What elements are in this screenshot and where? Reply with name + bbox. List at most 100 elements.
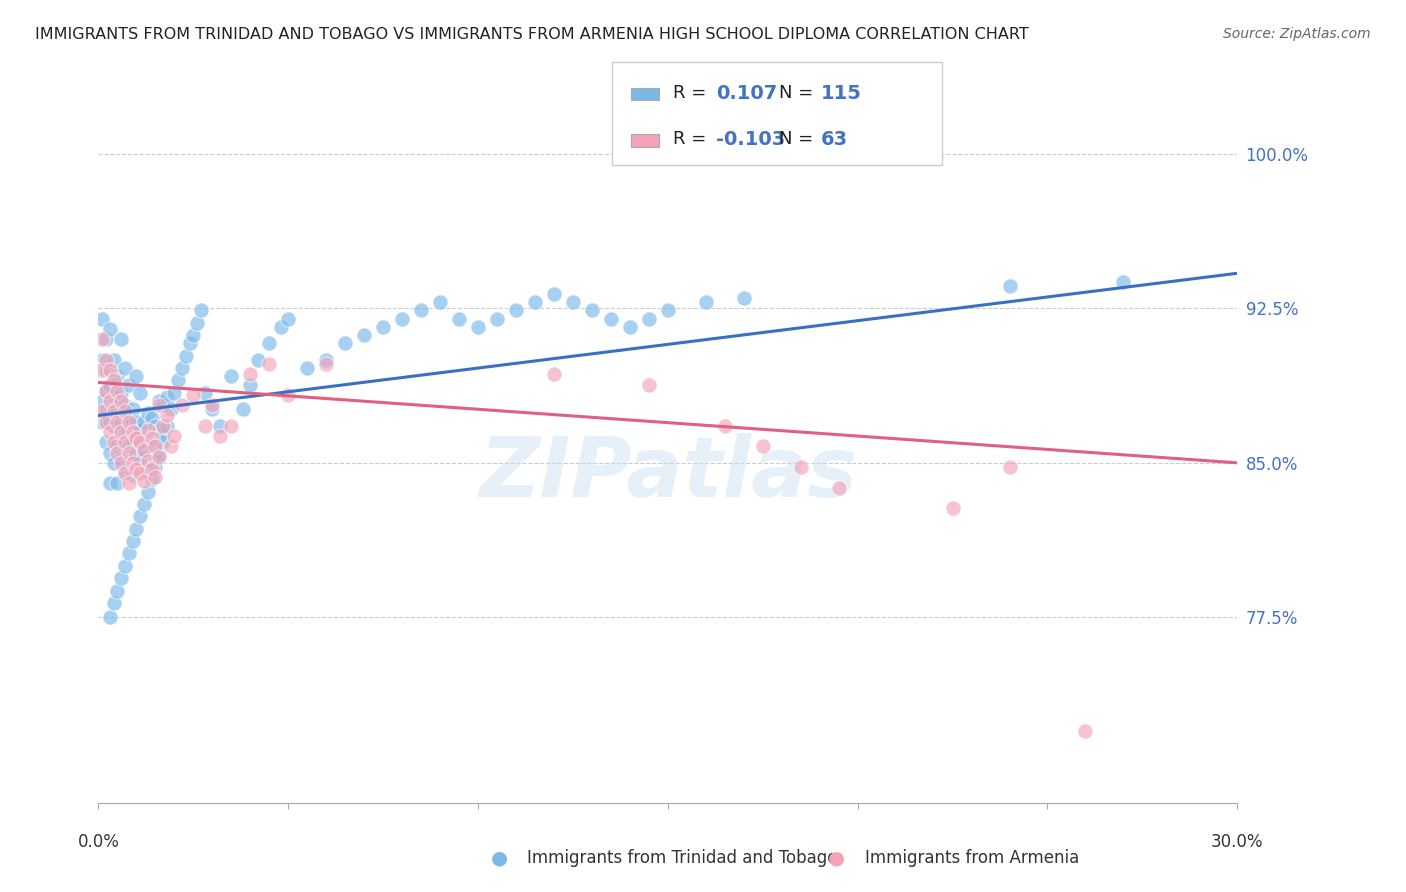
Text: N =: N = <box>779 84 813 103</box>
Point <box>998 278 1021 293</box>
Point <box>524 295 547 310</box>
Point <box>107 583 129 598</box>
Point <box>118 439 141 453</box>
Point <box>141 431 163 445</box>
Point <box>132 475 155 489</box>
Point <box>152 418 174 433</box>
Point <box>1074 723 1097 738</box>
Point <box>107 384 129 398</box>
Point <box>174 349 197 363</box>
Point <box>148 450 170 464</box>
Point <box>129 509 152 524</box>
Point <box>335 336 357 351</box>
Point <box>125 462 148 476</box>
Text: Immigrants from Trinidad and Tobago: Immigrants from Trinidad and Tobago <box>527 849 838 867</box>
Point <box>136 435 159 450</box>
Point <box>98 394 121 409</box>
Point <box>657 303 679 318</box>
Text: 115: 115 <box>821 84 862 103</box>
Point <box>114 558 136 573</box>
Text: Source: ZipAtlas.com: Source: ZipAtlas.com <box>1223 27 1371 41</box>
Point <box>136 484 159 499</box>
Point <box>208 429 231 443</box>
Point <box>132 415 155 429</box>
Point <box>201 402 224 417</box>
Point <box>790 459 813 474</box>
Point <box>505 303 527 318</box>
Point <box>91 311 114 326</box>
Text: Immigrants from Armenia: Immigrants from Armenia <box>865 849 1078 867</box>
Point <box>129 385 152 400</box>
Point <box>94 363 117 377</box>
Point <box>103 352 125 367</box>
Point <box>190 303 212 318</box>
Point <box>136 464 159 478</box>
Point <box>98 415 121 429</box>
Point <box>159 439 181 453</box>
Text: 0.0%: 0.0% <box>77 833 120 851</box>
Point <box>942 501 965 516</box>
Point <box>638 311 661 326</box>
Point <box>141 462 163 476</box>
Point <box>145 448 167 462</box>
Point <box>110 571 132 585</box>
Point <box>91 404 114 418</box>
Point <box>94 415 117 429</box>
Point <box>118 445 141 459</box>
Point <box>353 328 375 343</box>
Point <box>201 398 224 412</box>
Point <box>183 328 205 343</box>
Point <box>449 311 471 326</box>
Point <box>695 295 717 310</box>
Point <box>752 439 775 453</box>
Point <box>91 332 114 346</box>
Point <box>114 464 136 478</box>
Point <box>194 385 217 400</box>
Point <box>259 357 281 371</box>
Point <box>239 377 262 392</box>
Point <box>107 415 129 429</box>
Point <box>114 435 136 450</box>
Point <box>98 363 121 377</box>
Point <box>391 311 413 326</box>
Point <box>129 435 152 450</box>
Point <box>170 398 193 412</box>
Point <box>98 476 121 491</box>
Point <box>121 468 143 483</box>
Point <box>132 497 155 511</box>
Point <box>486 311 509 326</box>
Point <box>208 418 231 433</box>
Point <box>125 369 148 384</box>
Point <box>315 352 337 367</box>
Point <box>103 418 125 433</box>
Point <box>103 596 125 610</box>
Point <box>429 295 451 310</box>
Point <box>221 369 243 384</box>
Point <box>183 388 205 402</box>
Point <box>467 319 489 334</box>
Point <box>136 406 159 420</box>
Point <box>98 610 121 624</box>
Point <box>110 385 132 400</box>
Point <box>94 352 117 367</box>
Point <box>107 476 129 491</box>
Point <box>145 418 167 433</box>
Point <box>94 332 117 346</box>
Point <box>110 425 132 439</box>
Point <box>163 429 186 443</box>
Point <box>733 291 755 305</box>
Point <box>411 303 433 318</box>
Text: ZIPatlas: ZIPatlas <box>479 434 856 514</box>
Point <box>107 439 129 453</box>
Point <box>163 385 186 400</box>
Point <box>103 456 125 470</box>
Point <box>118 410 141 425</box>
Point <box>371 319 394 334</box>
Point <box>148 423 170 437</box>
Point <box>246 352 269 367</box>
Point <box>167 373 190 387</box>
Text: 0.107: 0.107 <box>716 84 778 103</box>
Point <box>297 361 319 376</box>
Point <box>156 409 179 423</box>
Point <box>148 398 170 412</box>
